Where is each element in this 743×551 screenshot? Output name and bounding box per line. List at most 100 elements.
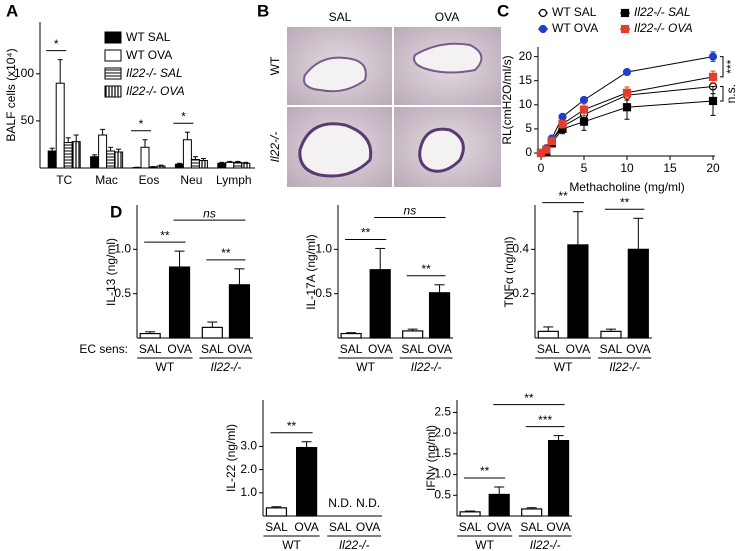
bar (228, 284, 251, 339)
x-tick-label: SAL (340, 342, 363, 356)
marker (622, 88, 632, 97)
y-tick-label: 0.5 (434, 487, 451, 501)
significance-bracket (720, 86, 724, 102)
y-tick-label: 0 (525, 145, 532, 159)
bar (114, 151, 124, 169)
marker (542, 145, 551, 154)
y-tick-label: 20 (519, 49, 533, 63)
bar (98, 134, 108, 169)
x-tick-label: Mac (95, 173, 118, 187)
significance-label: n.s. (724, 84, 738, 103)
x-tick-label: OVA (227, 342, 251, 356)
marker (579, 95, 589, 105)
x-tick-label: SAL (265, 520, 288, 534)
y-tick-label: 1.0 (315, 242, 332, 256)
bar (47, 150, 57, 169)
bar (567, 244, 589, 339)
panel-label: D (110, 202, 122, 221)
y-tick-label: 3.0 (240, 439, 257, 453)
y-tick-label: 2.5 (434, 405, 451, 419)
bar (459, 511, 481, 517)
bar (340, 332, 362, 339)
bar (55, 82, 65, 169)
x-tick-label: 10 (620, 161, 634, 175)
significance-label: ** (480, 464, 490, 478)
x-tick-label: SAL (201, 342, 224, 356)
bar (547, 440, 570, 517)
y-axis-label: BALF cells (x10⁴) (4, 48, 18, 141)
y-tick-label: 100 (14, 66, 34, 80)
bar (537, 330, 559, 339)
y-tick-label: 0.5 (114, 286, 131, 300)
x-tick-label: Lymph (216, 173, 252, 187)
significance-label: ** (524, 391, 534, 405)
y-tick-label: 50 (21, 113, 35, 127)
x-tick-label: OVA (167, 342, 191, 356)
significance-label: * (181, 109, 186, 123)
significance-label: ** (558, 189, 568, 203)
bar (201, 326, 223, 339)
legend-swatch (104, 49, 122, 62)
x-tick-label: 20 (706, 161, 720, 175)
y-axis-label: TNFα (ng/ml) (502, 237, 516, 308)
y-tick-label: 0.4 (512, 242, 529, 256)
legend-label: WT SAL (552, 5, 597, 19)
legend-label: Il22-/- SAL (126, 66, 183, 80)
bar (600, 330, 622, 339)
marker (622, 67, 632, 77)
x-tick-label: 5 (581, 161, 588, 175)
y-tick-label: 10 (519, 97, 533, 111)
panel-label: B (257, 1, 269, 20)
x-tick-label: SAL (537, 342, 560, 356)
marker (708, 52, 718, 61)
significance-label: * (139, 117, 144, 131)
bar (488, 493, 510, 517)
significance-label: ** (160, 228, 170, 242)
bar (71, 141, 81, 169)
significance-bracket (720, 56, 724, 78)
x-tick-label: OVA (487, 520, 511, 534)
bar (241, 162, 251, 169)
legend-swatch (104, 85, 122, 98)
bar (140, 146, 150, 169)
bar (198, 159, 208, 169)
significance-label: ns (203, 206, 216, 220)
bar (369, 269, 391, 339)
x-tick-label: SAL (139, 342, 162, 356)
panel-label: C (497, 1, 509, 20)
y-axis-label: IFNγ (ng/ml) (424, 425, 438, 491)
x-axis-label: Methacholine (mg/ml) (569, 180, 684, 194)
bar (139, 332, 161, 339)
significance-label: ** (287, 419, 297, 433)
group-label: WT (356, 360, 375, 374)
y-tick-label: 1.5 (434, 446, 451, 460)
group-label: WT (475, 538, 494, 551)
legend-swatch (104, 67, 122, 80)
significance-label: ** (620, 195, 630, 209)
group-label: WT (554, 360, 573, 374)
x-tick-label: OVA (368, 342, 392, 356)
bar (90, 156, 100, 169)
bar (217, 162, 227, 169)
bar (296, 446, 318, 517)
not-detected-label: N.D. (356, 496, 380, 510)
y-tick-label: 2.0 (434, 425, 451, 439)
x-tick-label: 15 (663, 161, 677, 175)
x-tick-label: SAL (600, 342, 623, 356)
marker (558, 119, 567, 129)
bar (182, 139, 192, 169)
x-axis-label: EC sens: (79, 342, 128, 356)
panel-label: A (6, 1, 18, 20)
x-tick-label: OVA (427, 342, 451, 356)
marker (708, 96, 718, 106)
legend-label: Il22-/- SAL (634, 5, 691, 19)
row-label: WT (268, 56, 282, 75)
bar (174, 163, 184, 169)
y-axis-label: RL(cmH2O/ml/s) (500, 55, 514, 144)
bar (148, 166, 158, 169)
x-tick-label: 0 (538, 161, 545, 175)
significance-label: * (54, 37, 59, 51)
marker (558, 112, 567, 121)
y-axis-label: IL-13 (ng/ml) (104, 238, 118, 306)
